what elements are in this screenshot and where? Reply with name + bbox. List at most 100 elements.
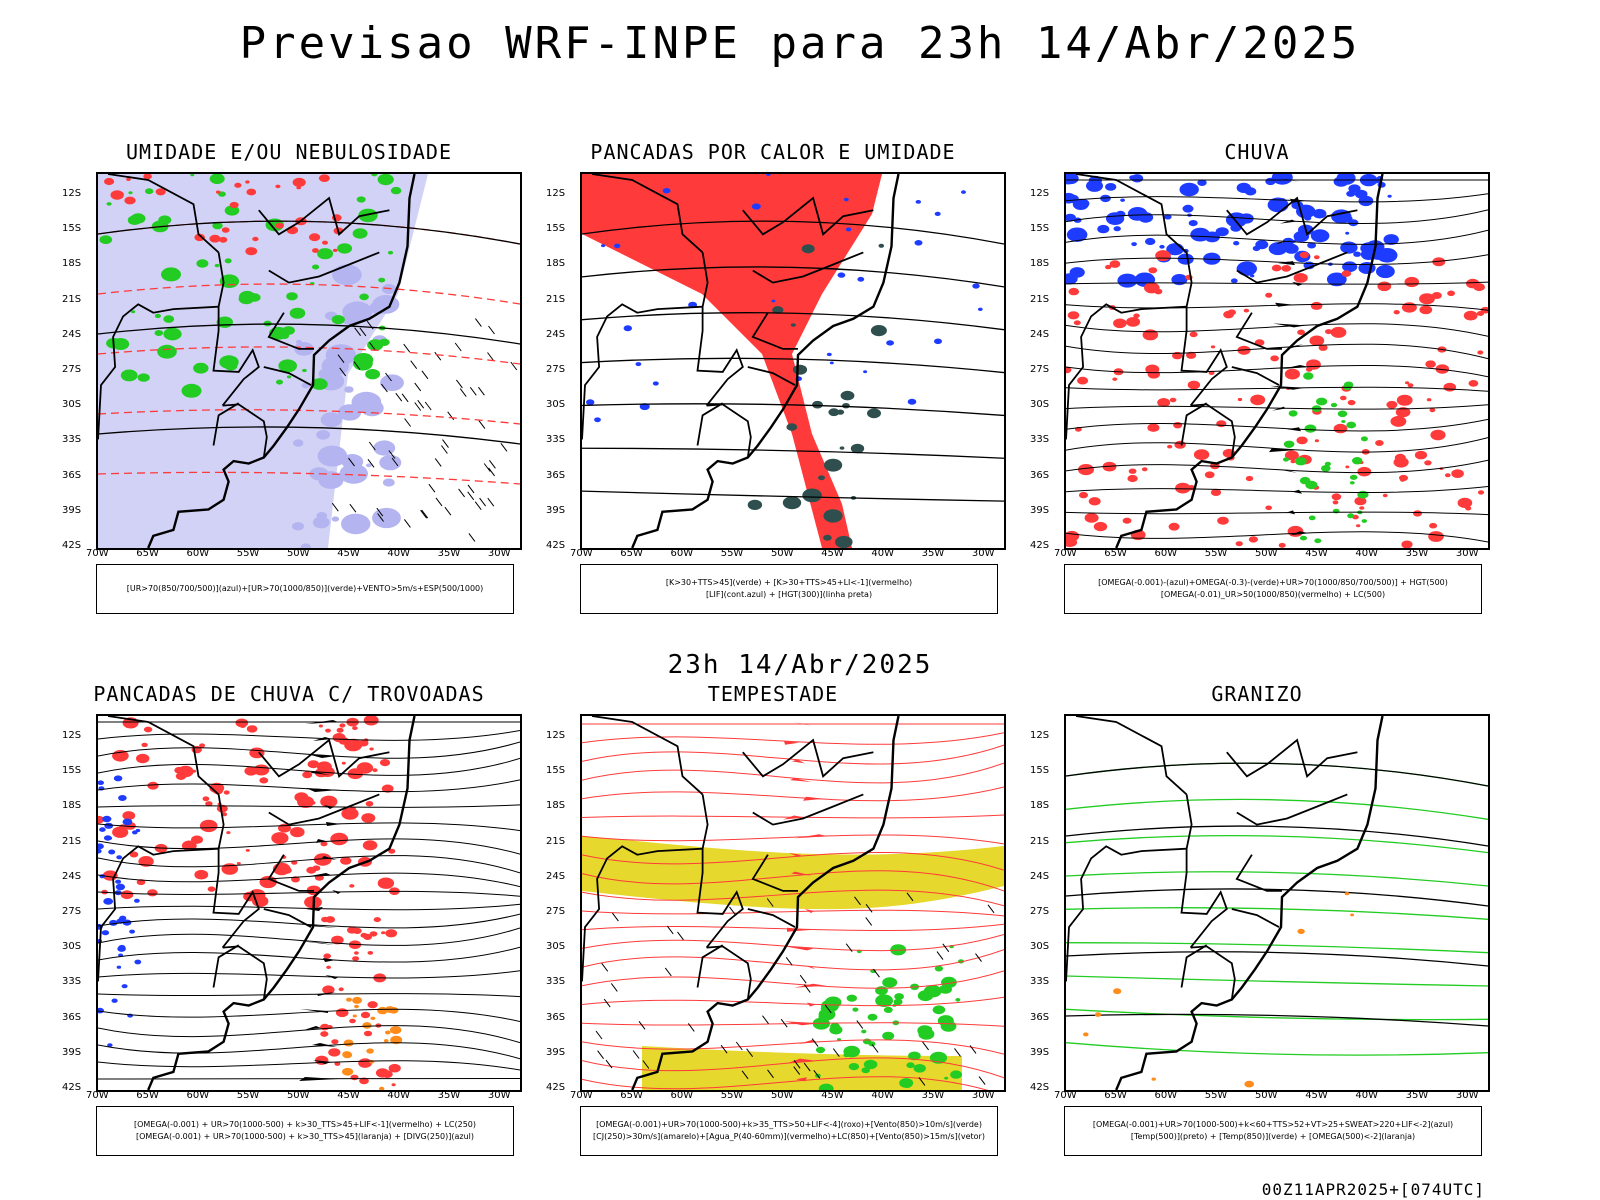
streamline-arrow [304, 1026, 321, 1030]
field-blob [1451, 469, 1464, 478]
wind-vector [474, 501, 482, 511]
wind-vector [803, 984, 811, 993]
field-blob [1422, 297, 1430, 303]
field-blob [1250, 394, 1266, 406]
field-blob [1210, 488, 1222, 496]
field-blob [1105, 264, 1112, 270]
field-blob [286, 292, 298, 301]
wind-vector [477, 386, 485, 396]
field-blob [101, 930, 110, 936]
map-plot [582, 174, 1004, 548]
coastline [1115, 716, 1384, 1090]
field-blob [1147, 370, 1160, 379]
lon-tick-label: 65W [620, 1090, 643, 1101]
field-blob [1120, 198, 1125, 202]
field-blob [1177, 253, 1194, 265]
field-blob [972, 283, 980, 289]
field-blob [377, 174, 394, 186]
panel-legend: [UR>70(850/700/500)](azul)+[UR>70(1000/8… [96, 564, 514, 614]
contour-line [582, 312, 1004, 331]
streamline-arrow [795, 834, 828, 839]
border-line [752, 251, 864, 284]
border-line [1075, 174, 1188, 254]
field-blob [290, 827, 305, 838]
field-blob [1117, 273, 1138, 288]
wind-vector [483, 463, 491, 472]
streamline [582, 1076, 989, 1090]
lon-tick-label: 35W [437, 548, 461, 559]
wind-vector [865, 917, 873, 926]
wind-vector [403, 519, 411, 528]
field-blob [358, 208, 378, 223]
field-blob [1248, 536, 1258, 543]
field-blob [846, 994, 857, 1002]
field-blob [961, 190, 966, 194]
lon-tick-label: 50W [286, 548, 310, 559]
field-blob [1387, 194, 1392, 198]
field-blob [1066, 366, 1072, 374]
lon-tick-label: 40W [387, 1090, 411, 1101]
field-blob [1271, 174, 1293, 185]
field-blob [1284, 243, 1299, 254]
lon-tick-label: 70W [1054, 1090, 1077, 1101]
streamline [98, 779, 520, 793]
lon-tick-label: 35W [1405, 1090, 1429, 1101]
wind-vector [811, 1038, 819, 1047]
streamline-arrow [784, 890, 805, 895]
wind-vector [458, 488, 466, 498]
field-blob [1243, 308, 1250, 313]
field-blob [331, 935, 344, 945]
field-blob [311, 378, 328, 390]
field-blob [331, 1039, 339, 1045]
lat-tick-label: 21S [1030, 293, 1050, 305]
streamline-arrow [1291, 344, 1303, 349]
wind-vector [420, 509, 428, 519]
field-blob [882, 977, 898, 988]
streamline [582, 1039, 1004, 1055]
border-line [696, 252, 744, 407]
lon-tick-label: 60W [670, 548, 694, 559]
field-blob [344, 386, 354, 393]
field-blob [815, 1046, 826, 1054]
field-blob [275, 184, 281, 189]
field-blob [1290, 459, 1296, 464]
wind-vector [404, 418, 412, 427]
field-blob [1157, 398, 1171, 407]
field-blob [840, 390, 855, 401]
field-blob [934, 338, 942, 345]
border-line [1066, 303, 1187, 440]
wind-vector [729, 906, 736, 916]
field-blob [221, 227, 230, 233]
wind-vector [595, 1030, 603, 1040]
wind-vector [854, 896, 861, 906]
field-blob [1293, 273, 1308, 283]
panel-legend: [K>30+TTS>45](verde) + [K>30+TTS>45+LI<-… [580, 564, 998, 614]
wind-vector [435, 497, 443, 507]
field-blob [1435, 364, 1450, 374]
field-blob [216, 804, 228, 813]
field-blob [1265, 505, 1272, 511]
lat-tick-label: 33S [546, 434, 566, 446]
field-blob [296, 186, 301, 190]
field-blob [271, 832, 289, 845]
field-blob [1299, 251, 1309, 259]
field-blob [1309, 335, 1325, 346]
field-blob [300, 543, 311, 548]
lat-tick-label: 36S [546, 1011, 566, 1023]
legend-line: [LIF](cont.azul) + [HGT(300)](linha pret… [705, 590, 873, 599]
field-blob [345, 811, 353, 817]
streamline [1066, 418, 1488, 432]
field-blob [848, 1063, 860, 1071]
wind-vector [597, 1050, 605, 1060]
lat-tick-label: 21S [546, 835, 566, 847]
field-blob [382, 478, 395, 487]
field-blob [338, 987, 344, 992]
field-blob [349, 1018, 356, 1024]
streamline [1066, 303, 1488, 311]
border-line [107, 716, 220, 796]
field-blob [383, 1039, 389, 1043]
wind-vector [918, 1077, 926, 1086]
field-blob [245, 180, 250, 184]
field-blob [1396, 394, 1413, 406]
wind-vector [414, 382, 422, 392]
